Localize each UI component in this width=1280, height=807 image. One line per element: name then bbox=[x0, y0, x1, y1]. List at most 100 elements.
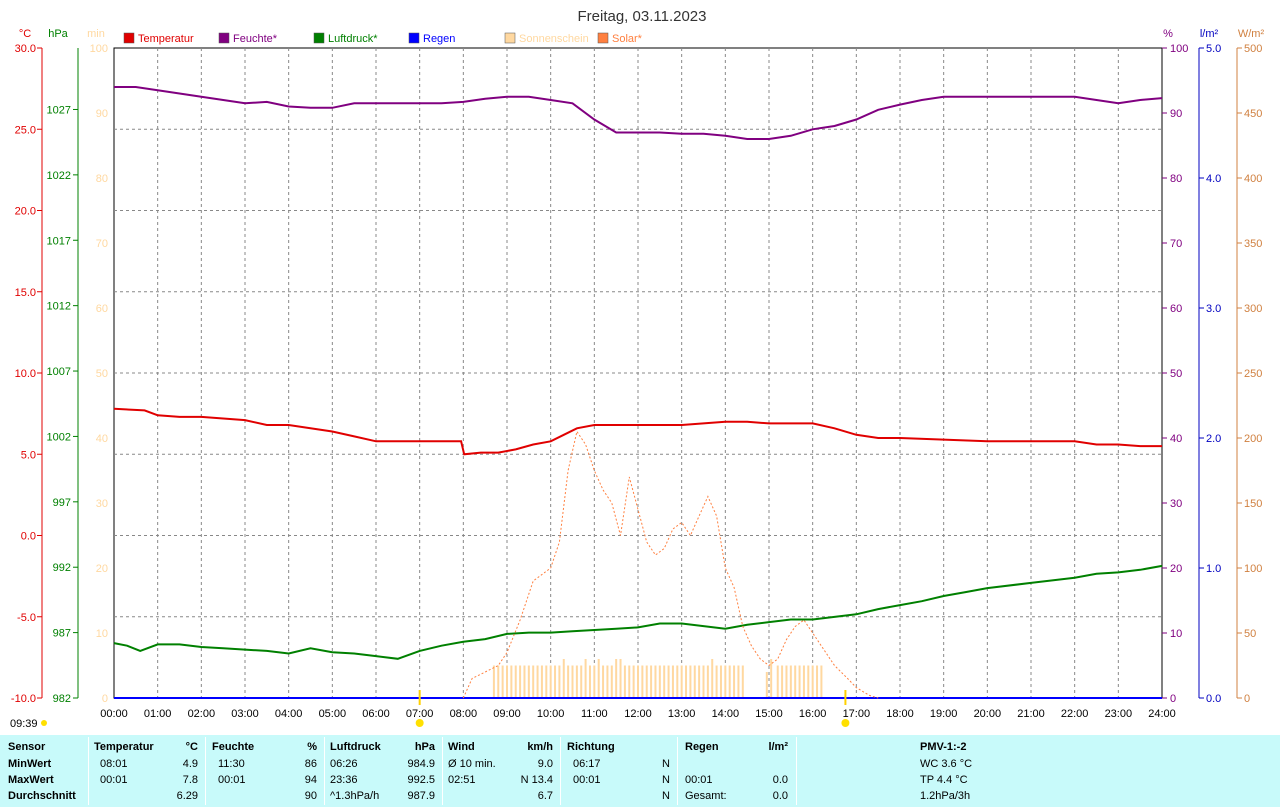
temp-tick-label: 0.0 bbox=[21, 531, 36, 543]
sunshine-bar bbox=[741, 665, 744, 698]
statistics-panel: Sensor Temperatur °C Feuchte % Luftdruck… bbox=[0, 735, 1280, 807]
separator bbox=[88, 737, 89, 805]
x-tick-label: 08:00 bbox=[450, 708, 478, 720]
sunshine-bar bbox=[663, 665, 666, 698]
x-tick-label: 09:00 bbox=[493, 708, 521, 720]
separator bbox=[796, 737, 797, 805]
legend-label: Luftdruck* bbox=[328, 33, 378, 45]
sunshine-bar bbox=[785, 665, 788, 698]
legend-label: Feuchte* bbox=[233, 33, 278, 45]
sunshine-bar bbox=[781, 665, 784, 698]
sunshine-bar bbox=[728, 665, 731, 698]
sunshine-bar bbox=[554, 665, 557, 698]
sunshine-bar bbox=[602, 665, 605, 698]
solar-tick-label: 300 bbox=[1244, 303, 1262, 315]
legend-swatch bbox=[408, 32, 420, 44]
sunshine-bar bbox=[619, 659, 622, 698]
stat-p-time: ^1.3hPa/h bbox=[330, 790, 380, 802]
stat-r-time: 06:17 bbox=[573, 758, 601, 770]
legend-label: Regen bbox=[423, 33, 455, 45]
x-tick-label: 24:00 bbox=[1148, 708, 1176, 720]
temp-tick-label: 5.0 bbox=[21, 449, 36, 461]
humidity-tick-label: 90 bbox=[1170, 108, 1182, 120]
sunshine-bar bbox=[798, 665, 801, 698]
stat-r-dir: N bbox=[662, 758, 670, 770]
sunshine-bar bbox=[545, 665, 548, 698]
humidity-tick-label: 30 bbox=[1170, 498, 1182, 510]
stat-w-val: 6.7 bbox=[537, 790, 553, 802]
stat-p-val: 987.9 bbox=[407, 790, 435, 802]
sunshine-bar bbox=[802, 665, 805, 698]
series-line-feuchte bbox=[114, 86, 1163, 140]
header-wind: Wind bbox=[448, 741, 475, 753]
sunset-dot bbox=[841, 719, 850, 727]
stat-w-val: N 13.4 bbox=[520, 774, 553, 786]
sunshine-tick-label: 50 bbox=[96, 368, 108, 380]
solar-tick-label: 50 bbox=[1244, 628, 1256, 640]
legend-label: Sonnenschein bbox=[519, 33, 589, 45]
rain-axis-unit: l/m² bbox=[1200, 28, 1219, 40]
stat-rain-time: Gesamt: bbox=[685, 790, 727, 802]
sunshine-bar bbox=[632, 665, 635, 698]
sunshine-bar bbox=[523, 665, 526, 698]
solar-tick-label: 450 bbox=[1244, 108, 1262, 120]
stat-f-time: 11:30 bbox=[218, 758, 245, 770]
stat-pmv: TP 4.4 °C bbox=[920, 774, 968, 786]
legend-swatch bbox=[597, 32, 609, 44]
x-axis-labels: 00:00 01:00 02:00 03:00 04:00 05:00 06:00 07:00… bbox=[100, 708, 1176, 720]
pressure-tick-label: 1027 bbox=[47, 104, 71, 116]
sunshine-bar bbox=[671, 665, 674, 698]
stat-w-label: Ø 10 min. bbox=[448, 758, 496, 770]
sunshine-bar bbox=[789, 665, 792, 698]
sunshine-bar bbox=[597, 659, 600, 698]
stat-p-time: 23:36 bbox=[330, 774, 358, 786]
sunshine-bar bbox=[497, 665, 500, 698]
sunshine-bar bbox=[711, 659, 714, 698]
x-tick-label: 14:00 bbox=[712, 708, 740, 720]
header-pmv: PMV-1:-2 bbox=[920, 741, 967, 753]
x-tick-label: 01:00 bbox=[144, 708, 172, 720]
sunshine-bar bbox=[645, 665, 648, 698]
series-line-solar bbox=[462, 430, 879, 699]
humidity-tick-label: 40 bbox=[1170, 433, 1182, 445]
sunshine-bar bbox=[606, 665, 609, 698]
header-richtung: Richtung bbox=[567, 741, 615, 753]
x-tick-label: 16:00 bbox=[799, 708, 827, 720]
grid-lines bbox=[114, 48, 1162, 698]
humidity-tick-label: 70 bbox=[1170, 238, 1182, 250]
sunshine-bar bbox=[506, 665, 508, 698]
sunshine-bar bbox=[610, 665, 613, 698]
chart-title: Freitag, 03.11.2023 bbox=[578, 8, 707, 25]
sunshine-bar bbox=[706, 665, 709, 698]
series-line-luftdruck bbox=[113, 564, 1163, 660]
sunshine-bar bbox=[676, 665, 679, 698]
solar-tick-label: 500 bbox=[1244, 43, 1262, 55]
sunshine-bar bbox=[492, 665, 495, 698]
temp-tick-label: 10.0 bbox=[15, 368, 36, 380]
stat-label: MinWert bbox=[8, 758, 52, 770]
rain-tick-label: 4.0 bbox=[1206, 173, 1221, 185]
x-tick-label: 04:00 bbox=[275, 708, 303, 720]
axis-labels: 30.0 25.0 20.0 15.0 10.0 5.0 0.0 -5.0 -10.0 1027 1… bbox=[11, 43, 1262, 705]
sunshine-bar bbox=[667, 665, 670, 698]
sunshine-bar bbox=[575, 665, 578, 698]
stat-label: MaxWert bbox=[8, 774, 54, 786]
humidity-tick-label: 10 bbox=[1170, 628, 1182, 640]
sunshine-bar bbox=[593, 665, 596, 698]
series-lines bbox=[113, 86, 1163, 699]
humidity-tick-label: 50 bbox=[1170, 368, 1182, 380]
header-feuchte-unit: % bbox=[307, 741, 317, 753]
sunshine-tick-label: 80 bbox=[96, 173, 108, 185]
sunshine-tick-label: 90 bbox=[96, 108, 108, 120]
solar-tick-label: 0 bbox=[1244, 693, 1250, 705]
separator bbox=[677, 737, 678, 805]
header-regen-unit: l/m² bbox=[768, 741, 788, 753]
stat-t-time: 00:01 bbox=[100, 774, 128, 786]
stat-t-val: 4.9 bbox=[182, 758, 198, 770]
sunshine-bar bbox=[765, 672, 768, 698]
stat-rain-time: 00:01 bbox=[685, 774, 713, 786]
separator bbox=[442, 737, 443, 805]
x-tick-label: 18:00 bbox=[886, 708, 914, 720]
sunshine-bar bbox=[641, 665, 644, 698]
x-tick-label: 22:00 bbox=[1061, 708, 1089, 720]
